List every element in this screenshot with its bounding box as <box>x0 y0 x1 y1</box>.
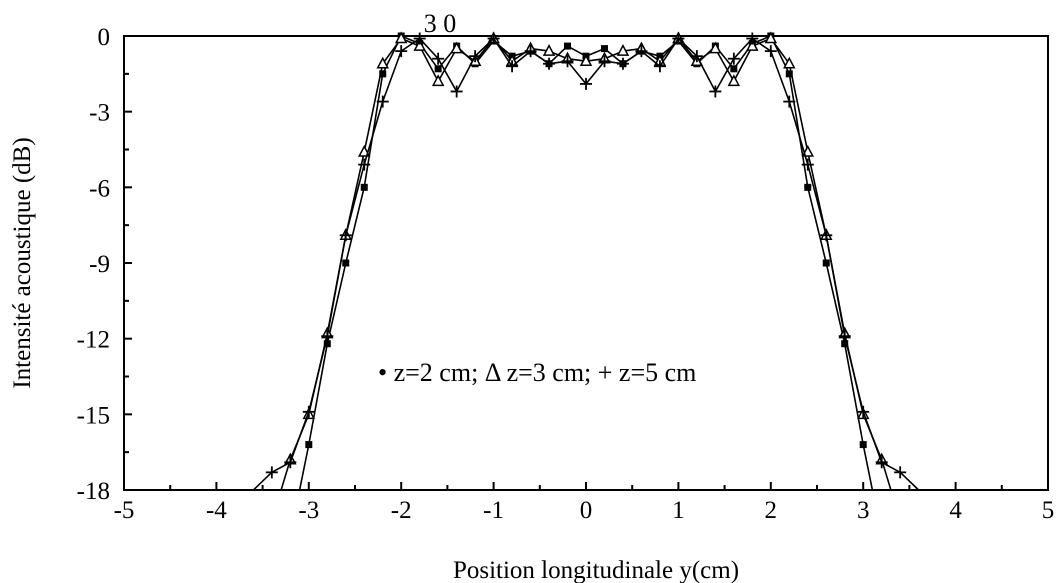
series-line <box>280 37 892 491</box>
data-point <box>783 95 796 108</box>
x-tick-label: 5 <box>1042 497 1055 524</box>
data-point <box>284 456 297 469</box>
x-tick-label: 3 <box>857 497 870 524</box>
x-tick-label: -1 <box>483 497 504 524</box>
data-point <box>580 77 592 90</box>
data-point <box>321 330 334 343</box>
data-point <box>764 45 777 58</box>
x-tick-labels: -5 -4 -3 -2 -1 0 1 2 3 4 5 <box>114 497 1055 524</box>
data-point <box>413 38 426 51</box>
y-tick-label: -15 <box>77 402 110 429</box>
y-tick-label: -18 <box>77 478 110 505</box>
data-point <box>822 259 830 267</box>
y-tick-label: -3 <box>89 100 110 127</box>
legend-annotation: • z=2 cm; Δ z=3 cm; + z=5 cm <box>378 358 696 387</box>
data-point <box>487 32 500 45</box>
data-point <box>857 405 870 418</box>
data-point <box>358 158 371 171</box>
data-point <box>469 50 482 63</box>
top-label: 3 0 <box>424 9 457 38</box>
data-point <box>394 31 408 44</box>
data-point <box>616 44 630 56</box>
data-point <box>859 441 867 449</box>
data-point <box>376 56 389 69</box>
data-point <box>804 183 812 191</box>
data-point <box>600 45 608 53</box>
data-point <box>450 41 463 54</box>
data-point <box>838 330 851 343</box>
x-tick-label: -4 <box>206 497 227 524</box>
x-tick-label: 1 <box>672 497 685 524</box>
data-point <box>302 405 315 418</box>
data-point <box>653 60 666 73</box>
x-tick-label: -2 <box>391 497 412 524</box>
data-point <box>395 45 408 58</box>
series-group <box>252 31 920 491</box>
data-point <box>783 56 796 69</box>
data-point <box>598 55 611 68</box>
y-tick-labels: 0 -3 -6 -9 -12 -15 -18 <box>77 24 110 505</box>
data-point <box>379 70 387 78</box>
data-point <box>709 85 722 98</box>
y-tick-label: -9 <box>89 251 110 278</box>
data-point <box>431 74 445 87</box>
series-plus <box>252 32 920 491</box>
data-point <box>432 52 445 65</box>
data-point <box>730 65 738 73</box>
data-point <box>561 55 574 68</box>
data-point <box>785 70 793 78</box>
series-line <box>298 35 874 491</box>
data-point <box>542 44 556 56</box>
data-point <box>764 31 778 44</box>
data-point <box>579 54 593 66</box>
x-tick-label: 2 <box>765 497 778 524</box>
plot-frame <box>123 35 1049 491</box>
data-point <box>727 74 741 87</box>
data-point <box>727 52 740 65</box>
data-point <box>875 456 888 469</box>
data-point <box>323 340 331 348</box>
x-tick-label: -3 <box>298 497 319 524</box>
data-point <box>564 42 572 50</box>
y-tick-label: -12 <box>77 327 110 354</box>
x-tick-label: -5 <box>114 497 135 524</box>
data-point <box>709 41 722 54</box>
data-point <box>265 466 278 479</box>
series-line <box>252 37 920 491</box>
y-tick-label: 0 <box>98 24 111 51</box>
data-point <box>801 158 814 171</box>
y-axis-title: Intensité acoustique (dB) <box>9 137 36 388</box>
data-point <box>506 60 519 73</box>
data-point <box>305 441 313 449</box>
data-point <box>543 57 556 70</box>
data-point <box>746 38 759 51</box>
data-point <box>339 229 352 242</box>
x-tick-label: 4 <box>949 497 962 524</box>
data-point <box>524 45 537 58</box>
data-point <box>413 32 426 45</box>
data-point <box>360 183 368 191</box>
data-point <box>635 45 648 58</box>
y-tick-label: -6 <box>89 175 110 202</box>
data-point <box>450 85 463 98</box>
x-axis-title: Position longitudinale y(cm) <box>453 557 739 583</box>
data-point <box>342 259 350 267</box>
x-tick-label: 0 <box>580 497 593 524</box>
data-point <box>690 50 703 63</box>
data-point <box>376 95 389 108</box>
data-point <box>434 65 442 73</box>
data-point <box>616 57 629 70</box>
series-triangle <box>280 31 892 491</box>
data-point <box>894 466 907 479</box>
axis-ticks <box>123 35 1049 491</box>
data-point <box>746 32 759 45</box>
data-point <box>841 340 849 348</box>
data-point <box>820 229 833 242</box>
data-point <box>672 32 685 45</box>
